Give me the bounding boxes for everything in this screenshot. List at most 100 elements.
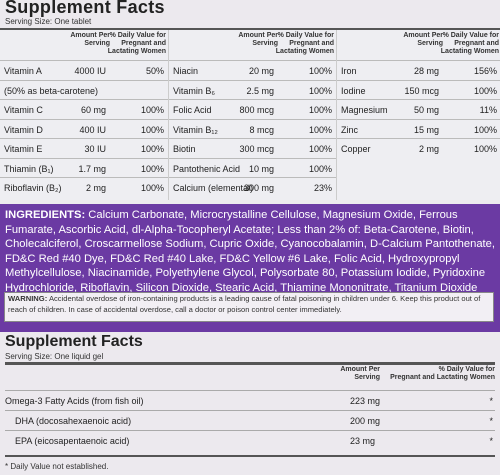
- nutrient-name: EPA (eicosapentaenoic acid): [15, 436, 130, 446]
- nutrient-row: Pantothenic Acid 10 mg 100%: [169, 157, 336, 179]
- warning-text: Accidental overdose of iron-containing p…: [8, 294, 481, 314]
- nutrient-amount: 2 mg: [418, 144, 439, 154]
- nutrient-name: Vitamin B₁₂: [173, 124, 218, 135]
- nutrient-daily-value: 11%: [479, 105, 497, 115]
- thick-rule-2: [5, 362, 495, 365]
- nutrient-amount: 300 mg: [243, 183, 274, 193]
- nutrient-name: Riboflavin (B₂): [4, 183, 62, 193]
- footnote: * Daily Value not established.: [5, 462, 109, 471]
- nutrient-amount: 8 mcg: [249, 124, 274, 135]
- nutrient-daily-value: 100%: [308, 66, 332, 76]
- nutrient-amount: 223 mg: [350, 396, 381, 406]
- nutrient-name: Folic Acid: [173, 105, 212, 115]
- nutrient-amount: 200 mg: [350, 416, 381, 426]
- nutrient-row: Riboflavin (B₂) 2 mg 100%: [0, 177, 168, 198]
- nutrient-name: Vitamin A: [4, 66, 42, 76]
- nutrient-name: (50% as beta-carotene): [4, 85, 99, 96]
- nutrient-row: Vitamin B₆ 2.5 mg 100%: [169, 79, 336, 101]
- nutrient-amount: 2 mg: [85, 183, 106, 193]
- nutrient-row: Vitamin A 4000 IU 50%: [0, 60, 168, 81]
- supplement-facts-title: Supplement Facts: [5, 0, 165, 17]
- nutrient-row: Magnesium 50 mg 11%: [337, 99, 500, 120]
- nutrient-row: Vitamin D 400 IU 100%: [0, 118, 168, 140]
- dv-header: % Daily Value for Pregnant and Lactating…: [107, 32, 166, 55]
- nutrient-name: Copper: [341, 144, 371, 154]
- nutrient-amount: 150 mcg: [404, 85, 439, 96]
- facts-column-1: Amount Per Serving % Daily Value for Pre…: [0, 30, 168, 200]
- nutrient-daily-value: 100%: [308, 85, 332, 96]
- nutrient-daily-value: 100%: [473, 144, 497, 154]
- nutrient-row: Vitamin B₁₂ 8 mcg 100%: [169, 118, 336, 140]
- nutrient-name: Thiamin (B₁): [4, 163, 54, 174]
- nutrient-row: Calcium (elemental) 300 mg 23%: [169, 177, 336, 198]
- nutrient-name: Vitamin E: [4, 144, 43, 154]
- amount-header: Amount Per Serving: [403, 32, 443, 47]
- nutrient-daily-value: 100%: [140, 183, 164, 193]
- nutrient-amount: 4000 IU: [74, 66, 106, 76]
- nutrient-daily-value: 100%: [473, 85, 497, 96]
- nutrient-amount: 60 mg: [80, 105, 106, 115]
- nutrient-daily-value: *: [489, 436, 493, 446]
- nutrient-daily-value: 23%: [313, 183, 332, 193]
- nutrient-daily-value: 100%: [308, 144, 332, 154]
- nutrient-row: Vitamin E 30 IU 100%: [0, 138, 168, 159]
- nutrient-daily-value: *: [489, 396, 493, 406]
- liquid-gel-row: DHA (docosahexaenoic acid) 200 mg *: [5, 410, 495, 431]
- nutrient-row: Zinc 15 mg 100%: [337, 118, 500, 140]
- nutrient-amount: 10 mg: [248, 163, 274, 174]
- dv-header-2: % Daily Value for Pregnant and Lactating…: [390, 366, 495, 381]
- nutrient-name: DHA (docosahexaenoic acid): [15, 416, 132, 426]
- bottom-rule: [5, 455, 495, 457]
- nutrient-daily-value: 100%: [140, 105, 164, 115]
- nutrient-daily-value: 100%: [140, 144, 164, 154]
- amount-header: Amount Per Serving: [70, 32, 110, 47]
- nutrient-name: Vitamin B₆: [173, 85, 215, 96]
- nutrient-row: (50% as beta-carotene): [0, 79, 168, 101]
- nutrient-daily-value: 100%: [308, 163, 332, 174]
- dv-header: % Daily Value for Pregnant and Lactating…: [275, 32, 334, 55]
- amount-header: Amount Per Serving: [238, 32, 278, 47]
- nutrient-name: Vitamin C: [4, 105, 43, 115]
- nutrient-name: Niacin: [173, 66, 199, 76]
- nutrient-name: Calcium (elemental): [173, 183, 254, 193]
- serving-size-2: Serving Size: One liquid gel: [5, 352, 104, 361]
- nutrient-amount: 800 mcg: [239, 105, 274, 115]
- serving-size: Serving Size: One tablet: [5, 17, 92, 26]
- nutrient-amount: 30 IU: [84, 144, 106, 154]
- liquid-gel-row: EPA (eicosapentaenoic acid) 23 mg *: [5, 430, 495, 451]
- nutrient-amount: 1.7 mg: [78, 163, 106, 174]
- facts-column-2: Amount Per Serving % Daily Value for Pre…: [168, 30, 336, 200]
- nutrient-daily-value: 156%: [473, 66, 497, 76]
- nutrient-name: Iron: [341, 66, 357, 76]
- ingredients-label: INGREDIENTS:: [5, 209, 86, 221]
- nutrient-name: Zinc: [341, 124, 359, 135]
- facts-column-3: Amount Per Serving % Daily Value for Pre…: [336, 30, 500, 200]
- nutrient-row: Thiamin (B₁) 1.7 mg 100%: [0, 157, 168, 179]
- nutrient-amount: 20 mg: [248, 66, 274, 76]
- thick-rule: [0, 28, 500, 31]
- nutrient-row: Iron 28 mg 156%: [337, 60, 500, 81]
- nutrient-row: Copper 2 mg 100%: [337, 138, 500, 159]
- supplement-facts-title-2: Supplement Facts: [5, 333, 143, 350]
- nutrient-amount: 15 mg: [413, 124, 439, 135]
- nutrient-amount: 23 mg: [350, 436, 376, 446]
- nutrient-daily-value: 100%: [473, 124, 497, 135]
- nutrient-name: Magnesium: [341, 105, 388, 115]
- nutrient-amount: 2.5 mg: [246, 85, 274, 96]
- ingredients-text: INGREDIENTS: Calcium Carbonate, Microcry…: [5, 208, 495, 310]
- nutrient-daily-value: *: [489, 416, 493, 426]
- nutrient-row: Niacin 20 mg 100%: [169, 60, 336, 81]
- nutrient-daily-value: 100%: [308, 124, 332, 135]
- warning-box: WARNING: Accidental overdose of iron-con…: [4, 292, 494, 322]
- nutrient-name: Omega-3 Fatty Acids (from fish oil): [5, 396, 144, 406]
- nutrient-daily-value: 100%: [140, 124, 164, 135]
- nutrient-amount: 400 IU: [79, 124, 106, 135]
- nutrient-name: Iodine: [341, 85, 366, 96]
- warning-label: WARNING:: [8, 294, 48, 303]
- nutrient-name: Biotin: [173, 144, 196, 154]
- nutrient-row: Iodine 150 mcg 100%: [337, 79, 500, 101]
- nutrient-row: Biotin 300 mcg 100%: [169, 138, 336, 159]
- nutrient-amount: 28 mg: [413, 66, 439, 76]
- nutrient-row: Folic Acid 800 mcg 100%: [169, 99, 336, 120]
